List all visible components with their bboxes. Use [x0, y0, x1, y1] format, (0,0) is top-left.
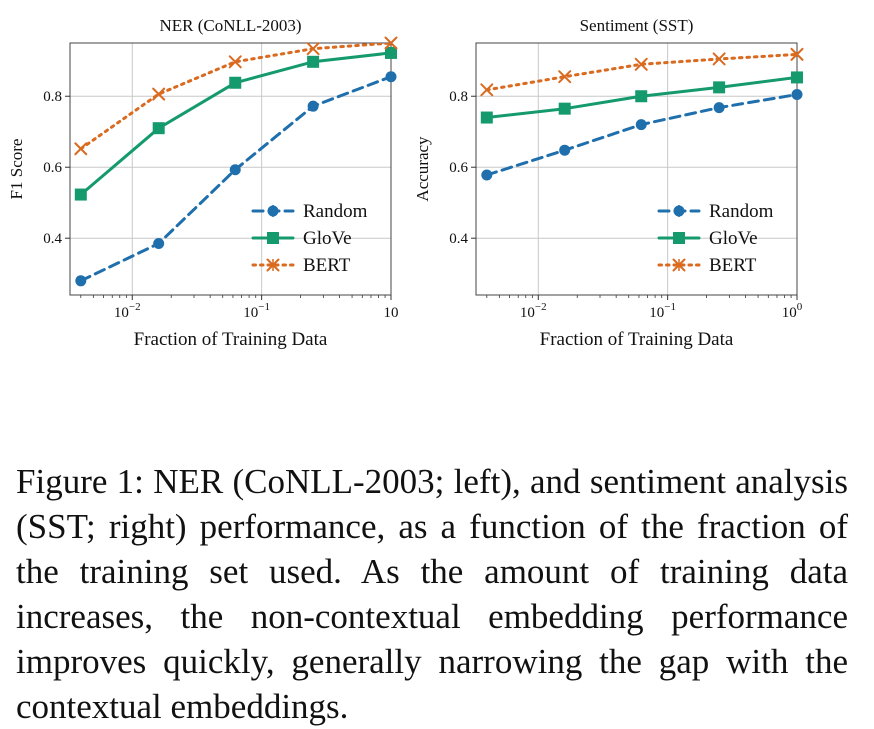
x-axis-label: Fraction of Training Data [540, 329, 734, 350]
data-point-glove [152, 122, 165, 135]
y-tick-label: 0.8 [43, 89, 62, 105]
figure: 0.4 0.6 0.8 10−2 10−1 10 NER (CoNLL-2003) Fract… [0, 0, 874, 360]
data-point-random [481, 169, 493, 181]
x-tick-label: 10−1 [243, 301, 270, 321]
x-tick-label: 10−2 [520, 301, 547, 321]
y-tick-label: 0.4 [449, 231, 468, 247]
data-point-random [791, 88, 803, 100]
plot-frame [69, 42, 392, 296]
legend-marker-bert [672, 258, 686, 272]
marker-layer [480, 47, 804, 181]
legend: Random GloVe BERT [251, 201, 368, 276]
data-point-random [559, 144, 571, 156]
legend-label: GloVe [303, 228, 352, 249]
data-point-glove [229, 76, 242, 89]
chart-panel-2: 0.4 0.6 0.8 10−2 10−1 100 Sentiment (SST) Fract… [413, 16, 804, 350]
data-point-random [713, 102, 725, 114]
data-point-random [153, 238, 165, 250]
data-point-glove [74, 188, 87, 201]
data-point-random [75, 275, 87, 287]
legend: Random GloVe BERT [657, 201, 774, 276]
data-point-bert [152, 87, 166, 101]
data-point-bert [790, 47, 804, 61]
series-layer [485, 52, 797, 177]
legend-marker-random [267, 205, 279, 217]
y-tick-label: 0.6 [449, 160, 468, 176]
legend-label: BERT [709, 255, 757, 276]
data-point-glove [791, 71, 803, 84]
legend-marker-random [673, 205, 685, 217]
marker-layer [74, 36, 398, 287]
plot-frame [475, 42, 798, 296]
legend-marker-glove [267, 232, 279, 244]
x-tick-label: 100 [782, 301, 803, 321]
figure-canvas: 0.4 0.6 0.8 10−2 10−1 10 NER (CoNLL-2003) Fract… [7, 16, 804, 350]
x-tick-label: 10−1 [649, 301, 676, 321]
data-point-bert [228, 55, 242, 69]
data-point-bert [558, 70, 572, 84]
series-line-bert [79, 43, 391, 151]
y-tick-label: 0.8 [449, 89, 468, 105]
data-point-bert [74, 142, 88, 156]
data-point-bert [634, 57, 648, 71]
x-axis-label: Fraction of Training Data [134, 329, 328, 350]
data-point-random [229, 164, 241, 176]
data-point-random [635, 119, 647, 131]
x-tick-label: 10 [384, 305, 399, 321]
y-axis-label: Accuracy [413, 136, 432, 202]
chart-panel-1: 0.4 0.6 0.8 10−2 10−1 10 NER (CoNLL-2003) Fract… [7, 16, 399, 350]
legend-label: GloVe [709, 228, 758, 249]
series-line-random [79, 75, 391, 283]
chart-title: Sentiment (SST) [580, 16, 694, 35]
data-point-random [307, 100, 319, 112]
data-point-glove [558, 102, 571, 115]
data-point-bert [384, 36, 398, 50]
data-point-random [385, 71, 397, 83]
data-point-glove [635, 90, 648, 103]
y-tick-label: 0.4 [43, 231, 62, 247]
data-point-glove [307, 55, 320, 68]
series-line-random [485, 93, 797, 177]
data-point-glove [480, 111, 493, 124]
figure-caption: Figure 1: NER (CoNLL-2003; left), and se… [16, 462, 848, 726]
data-point-glove [385, 46, 397, 59]
y-axis-label: F1 Score [7, 139, 26, 200]
y-tick-label: 0.6 [43, 160, 62, 176]
legend-label: BERT [303, 255, 351, 276]
legend-marker-bert [266, 258, 280, 272]
legend-label: Random [709, 201, 774, 222]
data-point-bert [712, 52, 726, 66]
data-point-bert [306, 42, 320, 56]
data-point-bert [480, 83, 494, 97]
data-point-glove [713, 81, 726, 94]
chart-title: NER (CoNLL-2003) [159, 16, 301, 35]
legend-marker-glove [673, 232, 685, 244]
x-tick-label: 10−2 [114, 301, 141, 321]
legend-label: Random [303, 201, 368, 222]
